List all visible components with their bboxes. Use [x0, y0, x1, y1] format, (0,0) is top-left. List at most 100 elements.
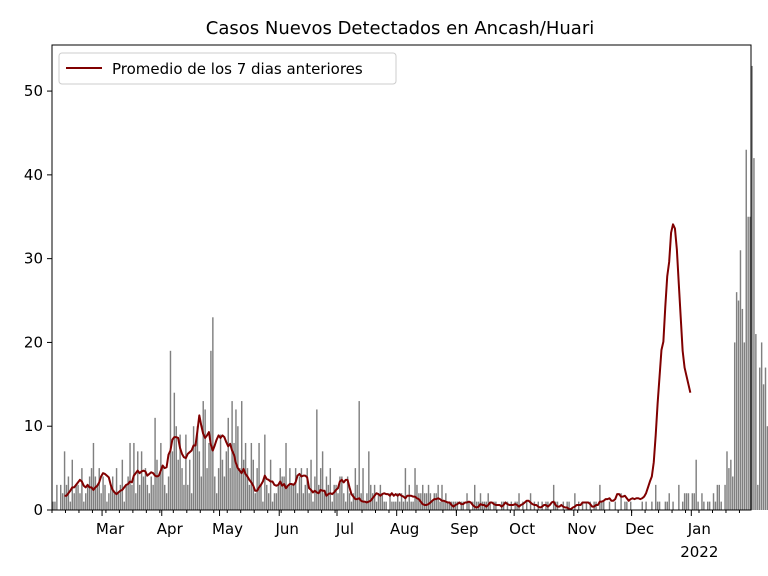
daily-case-bar	[65, 484, 68, 510]
legend-box	[58, 52, 397, 85]
daily-case-bar	[117, 493, 120, 510]
daily-case-bar	[244, 442, 247, 510]
daily-case-bar	[296, 493, 299, 510]
daily-case-bar	[233, 442, 235, 510]
daily-case-bar	[678, 484, 680, 510]
chart-title: Casos Nuevos Detectados en Ancash/Huari	[206, 18, 594, 39]
daily-case-bar	[735, 292, 738, 510]
daily-case-bar	[271, 501, 274, 510]
daily-case-bar	[135, 493, 137, 510]
daily-case-bar	[402, 501, 405, 510]
daily-case-bar	[656, 501, 659, 510]
daily-case-bar	[150, 476, 152, 510]
daily-case-bar	[737, 300, 740, 510]
daily-case-bar	[683, 493, 686, 510]
daily-case-bar	[707, 501, 709, 510]
daily-case-bar	[614, 501, 617, 510]
daily-case-bar	[52, 501, 54, 510]
daily-case-bar	[306, 468, 308, 510]
daily-case-bar	[348, 493, 351, 510]
daily-case-bar	[312, 501, 314, 510]
daily-case-bar	[362, 468, 364, 510]
daily-case-bar	[672, 501, 674, 510]
x-month-label: Sep	[450, 520, 478, 538]
daily-case-bar	[206, 468, 208, 510]
daily-case-bar	[194, 442, 197, 510]
daily-case-bar	[624, 501, 626, 510]
daily-case-bar	[231, 401, 233, 510]
daily-case-bar	[73, 493, 75, 510]
daily-case-bar	[398, 501, 401, 510]
daily-case-bar	[266, 484, 268, 510]
daily-case-bar	[123, 501, 125, 510]
daily-case-bar	[329, 468, 332, 510]
daily-case-bar	[695, 459, 697, 510]
daily-case-bar	[100, 493, 102, 510]
daily-case-bar	[331, 501, 333, 510]
x-month-label: Jun	[275, 520, 299, 538]
daily-case-bar	[728, 468, 730, 510]
daily-case-bar	[522, 501, 524, 510]
daily-case-bar	[248, 484, 251, 510]
daily-case-bar	[732, 476, 734, 510]
daily-case-bar	[225, 451, 228, 510]
daily-case-bar	[668, 493, 670, 510]
daily-case-bar	[138, 484, 141, 510]
y-tick-label: 10	[24, 417, 43, 435]
daily-case-bar	[94, 476, 97, 510]
daily-case-bar	[86, 484, 89, 510]
daily-case-bar	[294, 468, 297, 510]
y-tick-label: 40	[24, 166, 43, 184]
daily-case-bar	[396, 493, 399, 510]
daily-case-bar	[92, 442, 95, 510]
daily-case-bar	[242, 459, 245, 510]
daily-case-bar	[526, 501, 528, 510]
daily-case-bar	[346, 476, 349, 510]
daily-case-bar	[171, 451, 174, 510]
daily-case-bar	[751, 65, 753, 510]
daily-case-bar	[379, 484, 382, 510]
daily-case-bar	[63, 451, 66, 510]
daily-case-bar	[131, 484, 133, 510]
daily-case-bar	[223, 476, 226, 510]
daily-case-bar	[119, 484, 122, 510]
daily-case-bar	[364, 501, 366, 510]
daily-case-bar	[316, 409, 318, 510]
daily-case-bar	[202, 401, 204, 510]
legend-entry: Promedio de los 7 dias anteriores	[112, 60, 363, 78]
daily-case-bar	[69, 501, 72, 510]
daily-case-bar	[250, 442, 253, 510]
daily-case-bar	[368, 451, 370, 510]
daily-case-bar	[568, 501, 570, 510]
daily-case-bar	[106, 501, 108, 510]
daily-case-bar	[433, 493, 436, 510]
daily-case-bar	[189, 459, 191, 510]
daily-case-bar	[581, 501, 584, 510]
daily-case-bar	[115, 468, 118, 510]
daily-case-bar	[333, 484, 335, 510]
daily-case-bar	[344, 501, 347, 510]
daily-case-bar	[165, 493, 168, 510]
daily-case-bar	[337, 493, 339, 510]
daily-case-bar	[246, 468, 249, 510]
daily-case-bar	[666, 501, 669, 510]
daily-case-bar	[54, 501, 56, 510]
daily-case-bar	[620, 493, 622, 510]
daily-case-bar	[277, 484, 280, 510]
daily-case-bar	[212, 317, 214, 510]
daily-case-bar	[190, 493, 193, 510]
daily-case-bar	[181, 468, 183, 510]
y-tick-label: 50	[24, 82, 43, 100]
daily-case-bar	[645, 501, 647, 510]
daily-case-bar	[110, 484, 112, 510]
daily-case-bar	[279, 468, 281, 510]
daily-case-bar	[269, 459, 272, 510]
daily-case-bar	[304, 484, 306, 510]
daily-case-bar	[323, 493, 326, 510]
daily-case-bar	[730, 459, 732, 510]
x-month-label: Dec	[625, 520, 654, 538]
daily-case-bar	[479, 493, 482, 510]
daily-case-bar	[385, 501, 387, 510]
daily-case-bar	[651, 501, 653, 510]
y-axis: 0 10 20 30 40 50	[24, 82, 52, 519]
